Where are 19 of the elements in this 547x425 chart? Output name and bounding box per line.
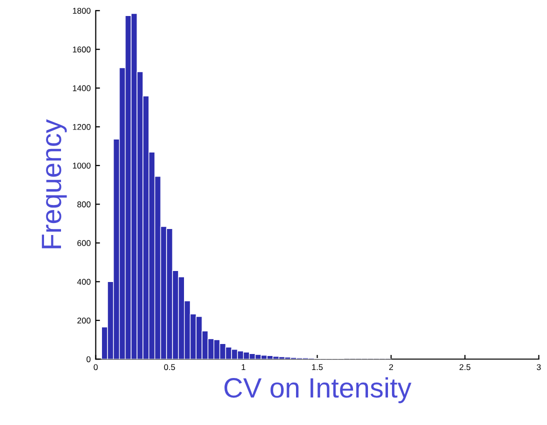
y-tick-label: 600 xyxy=(77,240,91,246)
x-tick-label: 1.5 xyxy=(312,364,323,370)
y-tick-label: 800 xyxy=(77,201,91,208)
y-tick-label: 1400 xyxy=(72,85,91,92)
y-tick-label: 200 xyxy=(77,318,91,324)
x-tick-label: 2 xyxy=(389,364,394,370)
x-tick-label: 3 xyxy=(536,364,541,370)
y-axis-title: Frequency xyxy=(42,119,67,248)
y-tick-label: 1000 xyxy=(72,162,91,169)
y-tick-label: 1600 xyxy=(72,46,91,52)
y-tick-label: 400 xyxy=(77,278,91,285)
y-tick-label: 0 xyxy=(86,356,91,362)
x-tick-label: 2.5 xyxy=(460,364,470,370)
y-tick-label: 1800 xyxy=(72,8,91,14)
y-tick-label: 1200 xyxy=(72,124,91,130)
x-tick-label: 0 xyxy=(94,364,98,370)
x-tick-label: 1 xyxy=(242,364,246,370)
x-tick-label: 0.5 xyxy=(164,364,176,370)
x-axis-title: CV on Intensity xyxy=(224,377,412,404)
